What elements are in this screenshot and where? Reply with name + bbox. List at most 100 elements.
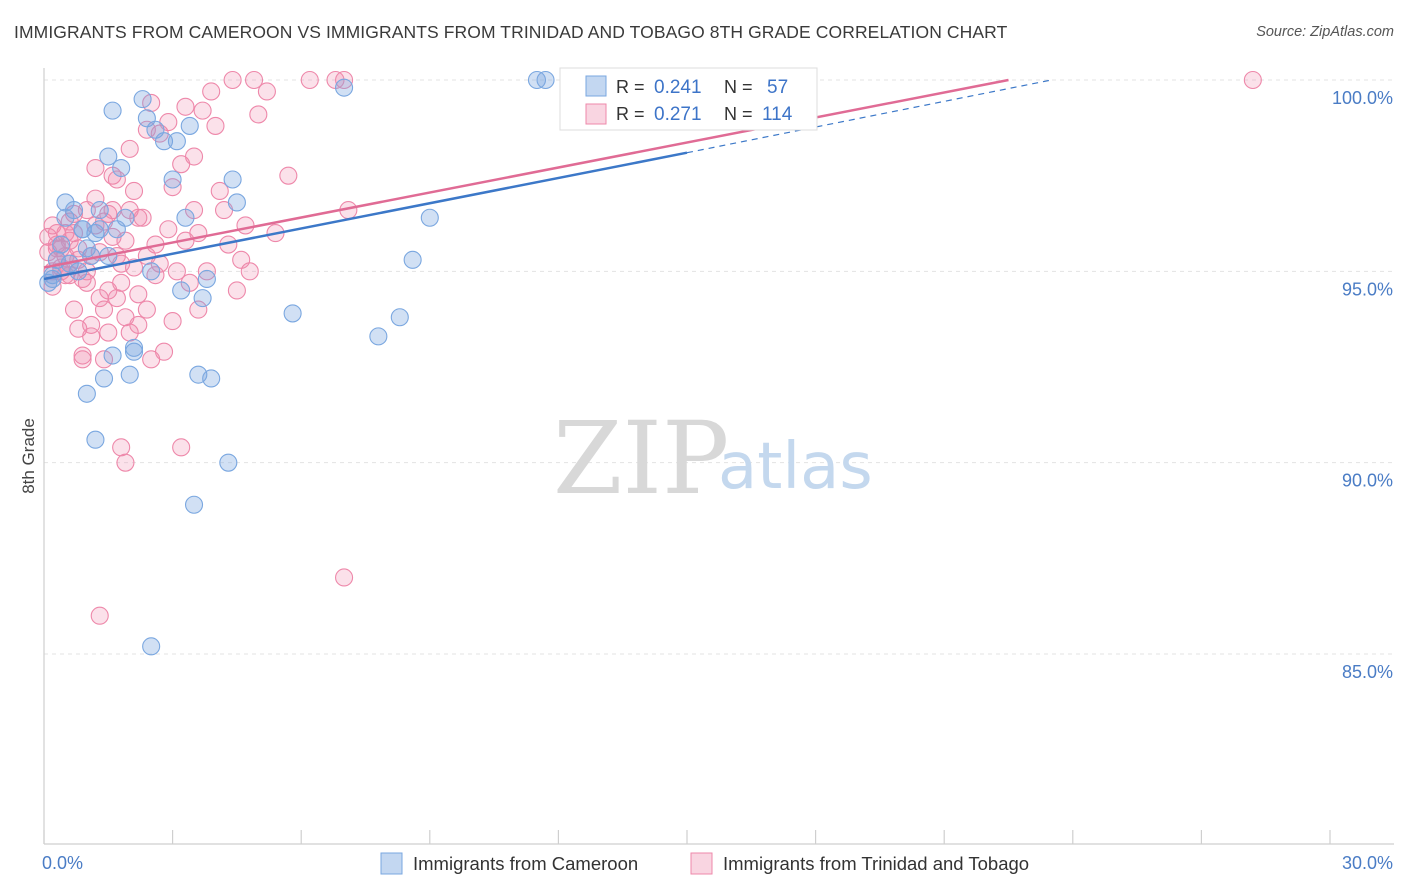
cameroon-points — [39, 70, 555, 656]
cameroon-trend-line — [43, 151, 688, 281]
y-tick-label: 100.0% — [1332, 88, 1393, 108]
bottom-legend-label-trinidad: Immigrants from Trinidad and Tobago — [723, 853, 1029, 874]
cameroon-point — [133, 90, 152, 109]
bottom-legend-swatch-cameroon — [380, 852, 403, 875]
cameroon-point — [176, 208, 195, 227]
trinidad-point — [244, 70, 264, 90]
trinidad-point — [116, 453, 135, 472]
trinidad-point — [189, 300, 208, 319]
trinidad-point — [154, 342, 174, 361]
legend-n-label-trinidad: N = — [724, 104, 753, 124]
legend-n-value-trinidad: 114 — [762, 104, 793, 125]
cameroon-point — [163, 170, 182, 189]
cameroon-point — [90, 220, 109, 239]
cameroon-point — [420, 208, 439, 227]
legend-swatch-trinidad — [585, 103, 607, 125]
trinidad-point — [86, 158, 105, 178]
legend-r-label-cameroon: R = — [616, 77, 645, 97]
cameroon-point — [52, 235, 71, 254]
trinidad-points — [39, 70, 1262, 625]
cameroon-point — [536, 70, 555, 90]
source-label: Source: ZipAtlas.com — [1256, 24, 1394, 40]
trinidad-point — [167, 262, 186, 281]
trinidad-point — [163, 312, 182, 331]
trinidad-point — [129, 285, 148, 304]
trinidad-point — [129, 315, 148, 334]
trinidad-point — [176, 97, 195, 116]
cameroon-point — [390, 308, 409, 327]
trinidad-point — [184, 147, 204, 166]
trinidad-point — [73, 346, 92, 365]
trinidad-point — [86, 189, 105, 208]
trinidad-point — [112, 273, 131, 292]
cameroon-point — [202, 369, 221, 388]
trinidad-point — [99, 323, 118, 342]
bottom-legend-label-cameroon: Immigrants from Cameroon — [413, 853, 638, 874]
watermark-zip: ZIP — [553, 400, 729, 517]
cameroon-point — [227, 193, 246, 212]
trinidad-point — [73, 350, 92, 369]
bottom-legend: Immigrants from Cameroon Immigrants from… — [380, 852, 1029, 875]
trinidad-point — [94, 300, 114, 319]
chart-title: IMMIGRANTS FROM CAMEROON VS IMMIGRANTS F… — [14, 22, 1008, 42]
trinidad-point — [107, 289, 126, 308]
y-tick-label: 90.0% — [1342, 471, 1393, 491]
cameroon-point — [94, 369, 114, 388]
x-tick-label-max: 30.0% — [1342, 853, 1393, 873]
trinidad-point — [240, 262, 259, 281]
cameroon-point — [223, 170, 242, 189]
trinidad-point — [64, 224, 84, 243]
axes — [43, 68, 1394, 845]
trinidad-point — [133, 208, 152, 227]
cameroon-point — [120, 365, 139, 384]
trinidad-point — [94, 350, 114, 369]
trinidad-point — [202, 82, 221, 101]
trinidad-point — [257, 82, 276, 101]
legend: R = 0.241 N = 57 R = 0.271 N = 114 — [559, 67, 818, 131]
y-axis-title: 8th Grade — [19, 418, 38, 494]
trinidad-point — [279, 166, 298, 185]
trinidad-point — [124, 181, 144, 201]
trinidad-point — [90, 606, 109, 625]
trinidad-point — [112, 438, 131, 457]
trinidad-point — [159, 220, 178, 239]
cameroon-point — [369, 327, 388, 346]
cameroon-point — [180, 116, 199, 135]
trinidad-point — [107, 170, 126, 189]
trinidad-trend-line — [43, 78, 1009, 269]
trinidad-point — [197, 262, 216, 281]
x-tick-label-min: 0.0% — [42, 853, 83, 873]
cameroon-point — [99, 147, 118, 166]
cameroon-trend-extension — [686, 79, 1052, 154]
trend-lines — [43, 78, 1052, 281]
cameroon-point — [77, 384, 96, 403]
cameroon-point — [193, 289, 212, 308]
cameroon-point — [64, 201, 84, 220]
watermark: ZIP atlas — [553, 400, 873, 517]
cameroon-point — [142, 637, 161, 656]
legend-r-value-trinidad: 0.271 — [654, 104, 702, 125]
cameroon-point — [172, 281, 191, 300]
cameroon-point — [73, 220, 92, 239]
legend-box — [559, 67, 818, 131]
legend-n-value-cameroon: 57 — [767, 77, 788, 98]
cameroon-point — [283, 304, 302, 323]
legend-n-label-cameroon: N = — [724, 77, 753, 97]
legend-r-value-cameroon: 0.241 — [654, 77, 702, 98]
trinidad-point — [223, 70, 242, 90]
cameroon-point — [103, 101, 122, 120]
trinidad-point — [210, 181, 229, 201]
cameroon-point — [112, 158, 131, 178]
trinidad-point — [1243, 70, 1262, 90]
grid-lines — [44, 79, 1394, 655]
legend-swatch-cameroon — [585, 75, 607, 97]
cameroon-point — [167, 132, 186, 151]
trinidad-point — [163, 178, 182, 197]
cameroon-point — [124, 338, 144, 357]
cameroon-point — [86, 430, 105, 449]
cameroon-point — [184, 495, 204, 514]
bottom-legend-swatch-trinidad — [690, 852, 713, 875]
trinidad-point — [129, 208, 148, 227]
y-tick-label: 85.0% — [1342, 662, 1393, 682]
